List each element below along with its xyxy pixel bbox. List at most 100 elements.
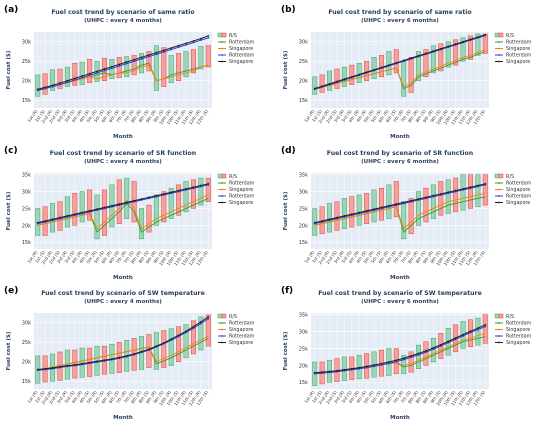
box-mark — [94, 194, 100, 240]
y-tick-label: 25k — [299, 59, 308, 65]
y-tick-label: 15k — [299, 98, 308, 104]
series-point — [96, 208, 98, 211]
series-point — [133, 58, 136, 61]
box-mark — [341, 66, 347, 87]
series-point — [380, 362, 383, 365]
chart-panel: (b) Fuel cost trend by scenario of same r… — [281, 5, 532, 140]
series-point — [365, 71, 368, 74]
legend-marker — [498, 341, 500, 344]
series-point — [439, 47, 442, 50]
series-point — [96, 70, 98, 73]
y-axis-label: Fuel cost ($) — [6, 191, 12, 230]
series-point — [185, 42, 187, 45]
series-point — [425, 351, 427, 354]
series-point — [155, 51, 158, 54]
series-point — [73, 77, 76, 80]
series-point — [170, 338, 173, 341]
series-point — [402, 357, 405, 360]
box-mark — [64, 66, 70, 87]
y-tick-label: 25k — [299, 206, 308, 212]
series-point — [476, 328, 479, 331]
box-mark — [124, 177, 130, 219]
box-mark — [146, 204, 152, 233]
box-mark — [408, 57, 414, 93]
box-mark — [190, 320, 196, 355]
chart-title: Fuel cost trend by scenario of same rati… — [328, 9, 471, 16]
series-point — [432, 346, 435, 349]
series-point — [313, 371, 316, 374]
series-point — [343, 78, 346, 81]
box-mark — [341, 198, 347, 229]
series-point — [336, 369, 338, 372]
box-mark — [349, 196, 355, 228]
plot-area — [311, 313, 489, 389]
legend-marker — [498, 182, 500, 184]
series-point — [454, 338, 457, 341]
series-point — [321, 220, 324, 222]
series-point — [328, 370, 331, 373]
y-tick-label: 30k — [22, 321, 31, 327]
series-point — [103, 69, 106, 72]
series-line — [314, 326, 486, 375]
legend-marker — [498, 201, 500, 204]
box-mark — [327, 70, 333, 91]
series-line — [37, 35, 209, 90]
series-point — [110, 358, 113, 360]
chart-panel: (a) Fuel cost trend by scenario of same r… — [4, 5, 255, 140]
legend-marker — [221, 47, 223, 50]
series-line — [314, 35, 486, 90]
series-point — [410, 57, 413, 60]
box-mark — [161, 330, 167, 368]
y-axis-label: Fuel cost ($) — [283, 50, 289, 89]
series-point — [103, 206, 106, 209]
legend-label: Rotterdam — [506, 194, 532, 200]
y-tick-label: 15k — [22, 98, 31, 104]
series-point — [410, 199, 413, 202]
series-point — [387, 64, 390, 67]
series-point — [410, 354, 413, 357]
series-point — [162, 49, 165, 52]
box-mark — [190, 49, 196, 74]
series-point — [387, 362, 390, 365]
y-tick-label: 35k — [22, 173, 31, 179]
series-point — [432, 348, 435, 351]
series-point — [51, 84, 54, 87]
box-mark — [57, 68, 63, 89]
series-point — [162, 193, 165, 195]
series-point — [155, 194, 158, 197]
series-point — [484, 182, 487, 185]
box-mark — [312, 76, 318, 95]
box-mark — [168, 187, 174, 219]
series-point — [425, 52, 427, 55]
box-mark — [416, 51, 422, 81]
box-mark — [475, 317, 481, 346]
box-mark — [146, 51, 152, 72]
series-point — [66, 214, 69, 217]
box-mark — [327, 203, 333, 233]
legend-label: Rotterdam — [229, 53, 255, 59]
series-point — [454, 189, 457, 192]
series-point — [118, 63, 121, 66]
series-point — [476, 36, 479, 38]
series-point — [118, 203, 121, 205]
chart-panel: (c) Fuel cost trend by scenario of SR fun… — [4, 146, 255, 281]
box-mark — [445, 179, 451, 214]
legend-label: Singapore — [229, 187, 253, 193]
panel-letter: (d) — [281, 146, 296, 156]
box-mark — [176, 184, 182, 216]
series-point — [192, 186, 195, 189]
series-point — [44, 220, 47, 222]
series-point — [336, 216, 338, 219]
series-line — [314, 324, 486, 374]
box-mark — [393, 181, 399, 218]
legend-label: Rotterdam — [506, 53, 532, 59]
chart-subtitle: (UHPC : every 6 months) — [361, 18, 439, 24]
box-mark — [460, 174, 466, 211]
series-point — [410, 356, 413, 359]
legend-label: Rotterdam — [506, 181, 532, 187]
series-line — [314, 192, 486, 230]
legend-marker — [221, 201, 223, 204]
series-point — [96, 360, 98, 363]
series-point — [439, 193, 442, 195]
